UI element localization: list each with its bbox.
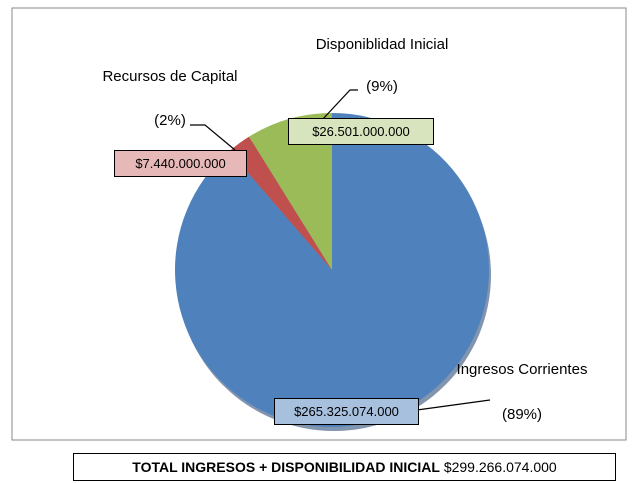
total-box: TOTAL INGRESOS + DISPONIBILIDAD INICIAL … bbox=[73, 453, 616, 481]
percentage-label: (9%) bbox=[366, 78, 398, 95]
percentage-label: (2%) bbox=[154, 112, 186, 129]
value-label: $7.440.000.000 bbox=[114, 150, 247, 177]
category-label: Disponiblidad Inicial bbox=[315, 36, 449, 53]
category-label: Ingresos Corrientes bbox=[456, 361, 588, 378]
pie-slice bbox=[229, 136, 332, 270]
category-label: Recursos de Capital bbox=[102, 68, 238, 85]
percentage-label: (89%) bbox=[501, 406, 542, 423]
value-label: $265.325.074.000 bbox=[274, 398, 419, 425]
leader-line bbox=[190, 124, 236, 151]
total-label: TOTAL INGRESOS + DISPONIBILIDAD INICIAL bbox=[132, 459, 440, 475]
chart-frame bbox=[11, 7, 627, 441]
leader-line bbox=[321, 89, 358, 121]
pie-slice bbox=[249, 113, 332, 270]
total-value: $299.266.074.000 bbox=[443, 459, 557, 475]
leader-line bbox=[416, 399, 491, 411]
value-label: $26.501.000.000 bbox=[288, 118, 434, 145]
